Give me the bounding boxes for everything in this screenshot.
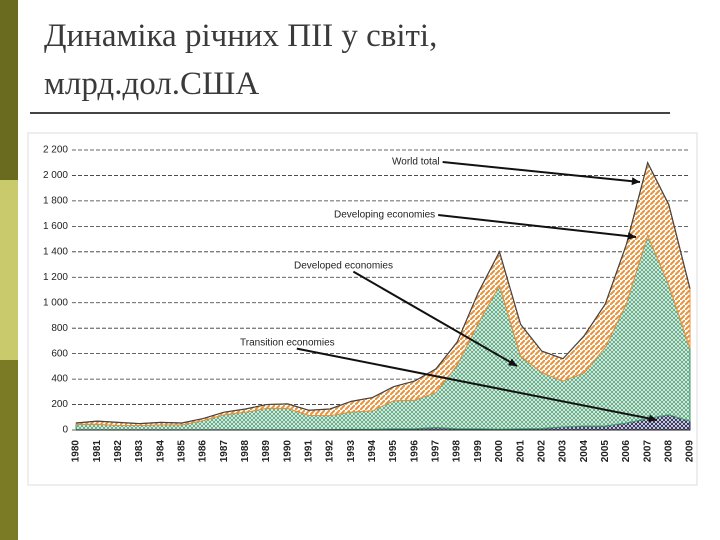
arrow-head	[508, 358, 517, 366]
x-tick-label: 2000	[494, 440, 505, 463]
x-tick-label: 2004	[579, 440, 590, 463]
x-tick-label: 1996	[409, 440, 420, 463]
arrow-head	[631, 177, 640, 186]
x-tick-label: 1982	[113, 440, 124, 463]
y-tick-label: 1 400	[43, 246, 68, 257]
x-tick-label: 1989	[261, 440, 272, 463]
annotation: World total	[392, 157, 440, 168]
annotation: Transition economies	[240, 338, 335, 349]
x-tick-label: 1988	[240, 440, 251, 463]
annotation-box	[390, 155, 442, 169]
annotation-box	[292, 259, 395, 273]
annotation-box	[332, 208, 438, 222]
annotation-arrow	[442, 161, 641, 183]
y-tick-label: 1 200	[43, 272, 68, 283]
x-tick-label: 1997	[431, 440, 442, 463]
arrow-head	[627, 232, 636, 240]
title: Динаміка річних ПІІ у світі,	[44, 18, 438, 54]
x-tick-label: 1980	[71, 440, 82, 463]
x-tick-label: 2001	[515, 440, 526, 463]
x-tick-label: 1990	[282, 440, 293, 463]
annotation-arrow	[438, 214, 637, 238]
x-tick-label: 1984	[155, 440, 166, 463]
annotation-arrow	[352, 270, 518, 367]
x-tick-label: 2006	[621, 440, 632, 463]
y-tick-label: 2 000	[43, 170, 68, 181]
y-tick-label: 1 800	[43, 196, 68, 207]
x-tick-label: 1985	[177, 440, 188, 463]
y-tick-label: 400	[51, 374, 68, 385]
annotation-box	[238, 336, 337, 350]
side-bar	[0, 180, 18, 360]
y-tick-label: 600	[51, 348, 68, 359]
x-tick-label: 1986	[198, 440, 209, 463]
title-rule	[30, 112, 670, 114]
y-tick-label: 800	[51, 323, 68, 334]
y-tick-label: 2 200	[43, 145, 68, 156]
x-tick-label: 2009	[685, 440, 696, 463]
y-tick-label: 200	[51, 399, 68, 410]
world-total-line	[75, 161, 691, 425]
x-tick-label: 2003	[558, 440, 569, 463]
x-tick-label: 1999	[473, 440, 484, 463]
x-tick-label: 2007	[642, 440, 653, 463]
side-bar	[0, 360, 18, 540]
x-tick-label: 1994	[367, 440, 378, 463]
x-tick-label: 1998	[452, 440, 463, 463]
x-tick-label: 1991	[304, 440, 315, 463]
annotation: Developing economies	[334, 210, 435, 221]
side-bar	[0, 0, 18, 180]
y-tick-label: 1 000	[43, 297, 68, 308]
y-tick-label: 0	[62, 425, 68, 436]
x-tick-label: 1992	[325, 440, 336, 463]
annotation-arrow	[296, 347, 658, 421]
chart-frame	[27, 132, 698, 486]
x-tick-label: 2008	[663, 440, 674, 463]
annotation: Developed economies	[294, 261, 393, 272]
x-tick-label: 1987	[219, 440, 230, 463]
x-tick-label: 1995	[388, 440, 399, 463]
x-tick-label: 2002	[536, 440, 547, 463]
x-tick-label: 1993	[346, 440, 357, 463]
x-tick-label: 2005	[600, 440, 611, 463]
x-tick-label: 1981	[92, 440, 103, 463]
x-tick-label: 1983	[134, 440, 145, 463]
arrow-head	[648, 414, 657, 423]
title: млрд.дол.США	[44, 66, 260, 102]
y-tick-label: 1 600	[43, 221, 68, 232]
